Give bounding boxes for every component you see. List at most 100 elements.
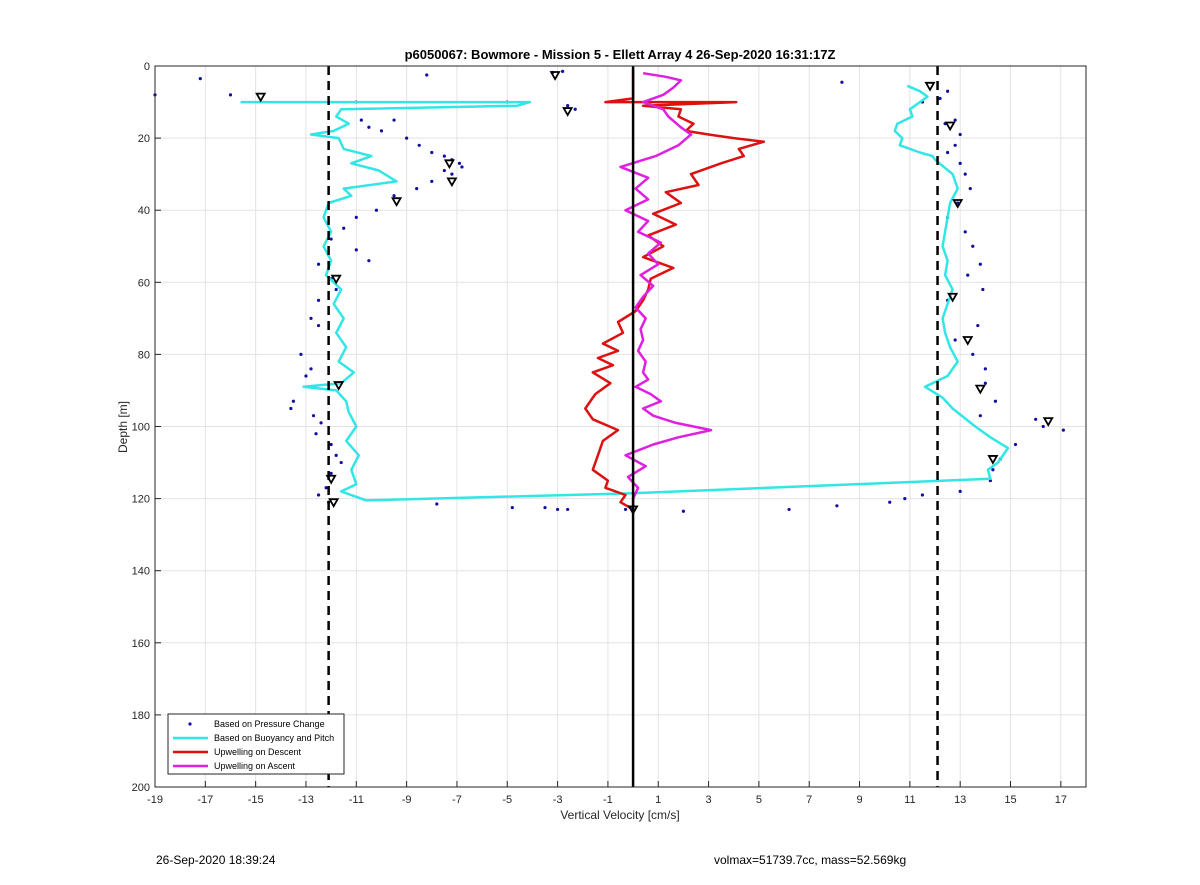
marker-point <box>1042 417 1054 427</box>
chart-title: p6050067: Bowmore - Mission 5 - Ellett A… <box>405 47 836 62</box>
footer-info: volmax=51739.7cc, mass=52.569kg <box>714 853 907 867</box>
x-tick-label: 5 <box>756 794 762 806</box>
data-point <box>958 161 962 165</box>
y-tick-label: 160 <box>132 638 150 650</box>
data-point <box>566 104 570 108</box>
data-point <box>334 453 338 457</box>
data-point <box>415 186 419 191</box>
data-point <box>334 287 338 292</box>
x-tick-label: -3 <box>553 794 563 806</box>
x-tick-label: -9 <box>402 794 412 806</box>
data-point <box>417 143 421 147</box>
data-point <box>367 259 371 263</box>
x-axis-label: Vertical Velocity [cm/s] <box>560 808 679 822</box>
data-point <box>309 316 313 320</box>
data-point <box>968 186 972 191</box>
data-point <box>978 414 982 418</box>
data-point <box>392 118 396 122</box>
marker-point <box>947 292 959 303</box>
data-point <box>309 367 313 371</box>
marker-point <box>255 92 267 103</box>
data-point <box>457 161 462 165</box>
data-point <box>435 502 439 506</box>
data-point <box>291 399 295 403</box>
x-tick-label: 15 <box>1004 794 1016 806</box>
series-line <box>584 69 766 511</box>
marker-point <box>952 199 964 209</box>
marker-point <box>446 177 458 188</box>
legend-label: Based on Buoyancy and Pitch <box>214 733 334 743</box>
data-point <box>316 298 321 302</box>
marker-point <box>391 197 403 208</box>
x-tick-label: -7 <box>452 794 462 806</box>
data-point <box>966 273 970 277</box>
series-layer <box>153 69 1065 516</box>
data-point <box>289 406 293 411</box>
x-tick-label: -13 <box>298 794 314 806</box>
x-tick-label: -17 <box>197 794 213 806</box>
axis-ticks: -19 -17 -15 -13 -11 -9 -7 -5 -3 -1 1 3 5 7 9 11 13 15 1702… <box>132 61 1067 806</box>
data-point <box>991 468 995 472</box>
data-point <box>903 497 907 501</box>
legend: Based on Pressure Change Based on Buoyanc… <box>167 713 345 775</box>
x-tick-label: 7 <box>806 794 812 806</box>
data-point <box>430 150 434 155</box>
data-point <box>354 248 358 252</box>
grid <box>154 65 1086 788</box>
data-point <box>329 471 333 475</box>
data-point <box>342 226 346 230</box>
y-tick-label: 80 <box>138 349 150 361</box>
x-tick-label: -15 <box>248 794 264 806</box>
data-point <box>339 460 343 465</box>
data-point <box>938 96 942 101</box>
data-point <box>993 399 998 403</box>
data-point <box>354 215 358 220</box>
data-point <box>958 489 962 493</box>
data-point <box>840 80 844 84</box>
marker-point <box>328 498 340 509</box>
data-point <box>971 352 975 356</box>
legend-swatch <box>188 722 192 726</box>
y-tick-label: 20 <box>138 133 150 145</box>
y-tick-label: 200 <box>132 782 150 794</box>
marker-point <box>443 159 455 170</box>
data-point <box>329 442 333 447</box>
data-point <box>835 504 839 508</box>
data-point <box>314 432 318 436</box>
marker-point <box>974 384 986 395</box>
data-point <box>392 194 396 198</box>
marker-point <box>330 274 342 285</box>
x-tick-label: -1 <box>603 794 613 806</box>
data-point <box>359 118 363 122</box>
data-point <box>573 107 577 111</box>
x-tick-label: 11 <box>904 794 915 806</box>
marker-point <box>549 71 561 81</box>
data-point <box>681 509 686 513</box>
data-point <box>566 507 570 512</box>
data-point <box>316 262 321 266</box>
data-point <box>787 507 791 512</box>
data-point <box>920 493 925 497</box>
data-point <box>561 69 565 74</box>
x-tick-label: -11 <box>349 794 364 806</box>
data-point <box>460 165 464 169</box>
data-point <box>324 486 328 490</box>
y-tick-label: 0 <box>144 61 150 73</box>
data-point <box>983 367 987 371</box>
data-point <box>228 93 233 97</box>
data-point <box>555 507 560 512</box>
y-axis-label: Depth [m] <box>116 401 130 453</box>
data-point <box>946 150 950 155</box>
data-point <box>319 421 323 425</box>
data-point <box>450 172 454 176</box>
x-tick-label: 17 <box>1055 794 1067 806</box>
x-tick-label: -5 <box>502 794 512 806</box>
x-tick-label: 3 <box>706 794 712 806</box>
y-tick-label: 120 <box>132 494 150 506</box>
marker-point <box>987 455 999 465</box>
data-point <box>430 179 434 183</box>
data-point <box>978 262 982 266</box>
data-point <box>963 172 967 176</box>
data-point <box>953 118 957 122</box>
